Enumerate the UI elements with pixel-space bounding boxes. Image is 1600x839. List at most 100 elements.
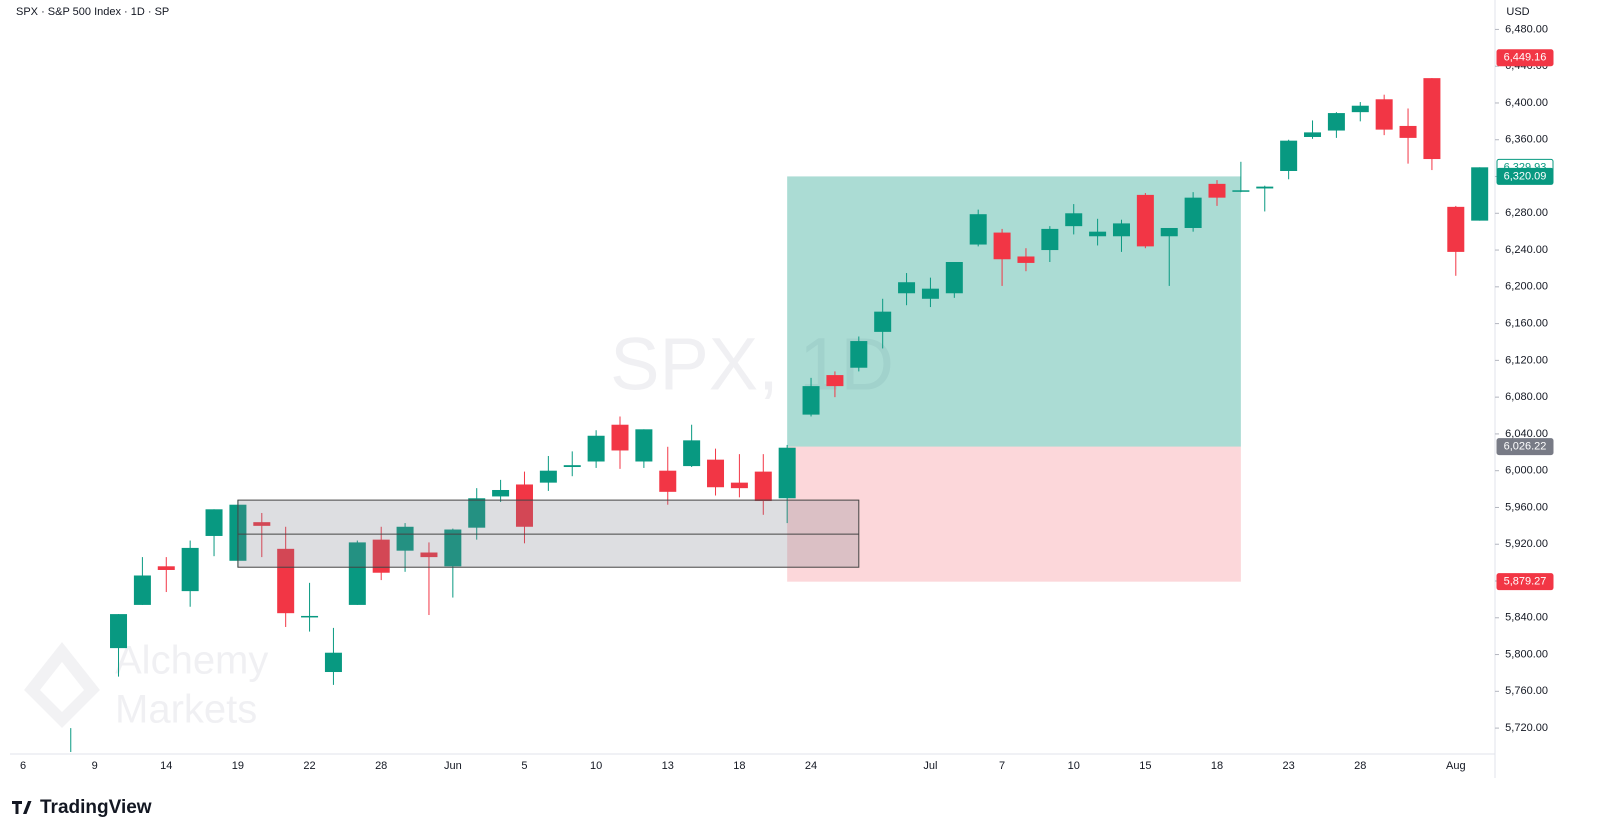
price-label-box xyxy=(1496,438,1554,456)
x-tick-label: 9 xyxy=(92,760,98,772)
candle-body xyxy=(898,282,916,294)
candle-body xyxy=(301,615,319,618)
candle-body xyxy=(1399,125,1417,138)
candle-body xyxy=(1232,190,1250,192)
y-tick-label: 5,960.00 xyxy=(1505,501,1548,513)
candle-body xyxy=(1471,167,1489,221)
candle-body xyxy=(348,542,366,605)
x-tick-label: 18 xyxy=(733,760,745,772)
target-zone xyxy=(787,176,1241,447)
candle-body xyxy=(253,522,271,526)
stop-zone xyxy=(787,446,1241,582)
y-tick-label: 5,800.00 xyxy=(1505,648,1548,660)
y-tick-label: 6,400.00 xyxy=(1505,97,1548,109)
platform-name: TradingView xyxy=(40,797,152,818)
candle-body xyxy=(754,471,772,502)
y-tick-label: 5,840.00 xyxy=(1505,612,1548,624)
candle-body xyxy=(1375,99,1393,130)
candle-body xyxy=(181,547,199,592)
candle-body xyxy=(707,459,725,488)
x-tick-label: 28 xyxy=(1354,760,1366,772)
x-tick-label: Aug xyxy=(1446,760,1466,772)
candle-body xyxy=(1184,197,1202,228)
y-tick-label: 6,240.00 xyxy=(1505,244,1548,256)
candle-body xyxy=(110,614,128,649)
x-tick-label: Jun xyxy=(444,760,462,772)
candle-body xyxy=(1136,194,1154,247)
x-tick-label: 19 xyxy=(232,760,244,772)
broker-name: Alchemy xyxy=(115,639,268,683)
candle-body xyxy=(587,435,605,462)
x-tick-label: Jul xyxy=(923,760,937,772)
x-tick-label: 23 xyxy=(1283,760,1295,772)
platform-logo: TradingView xyxy=(12,797,152,818)
y-tick-label: 5,760.00 xyxy=(1505,685,1548,697)
candle-body xyxy=(563,465,581,468)
candle-body xyxy=(1208,183,1226,198)
candle-body xyxy=(1089,231,1107,237)
y-tick-label: 5,720.00 xyxy=(1505,722,1548,734)
broker-name: Markets xyxy=(115,688,257,732)
candle-body xyxy=(1351,105,1369,113)
candle-body xyxy=(1065,213,1083,227)
candle-body xyxy=(324,652,342,673)
price-label: 6,026.22 xyxy=(1504,440,1547,452)
candle-body xyxy=(1280,140,1298,171)
y-tick-label: 6,280.00 xyxy=(1505,207,1548,219)
price-label-box xyxy=(1496,573,1554,591)
candle-body xyxy=(133,575,151,605)
candle-body xyxy=(205,509,223,536)
x-tick-label: 6 xyxy=(20,760,26,772)
candle-body xyxy=(611,424,629,451)
price-label: 5,879.27 xyxy=(1504,576,1547,588)
x-tick-label: 15 xyxy=(1139,760,1151,772)
y-tick-label: 6,000.00 xyxy=(1505,465,1548,477)
x-tick-label: 22 xyxy=(303,760,315,772)
candle-body xyxy=(1256,186,1274,189)
candle-body xyxy=(420,552,438,558)
chart-title: SPX · S&P 500 Index · 1D · SP xyxy=(16,6,169,18)
candle-body xyxy=(1423,78,1441,160)
candle-body xyxy=(1447,206,1465,252)
x-tick-label: 24 xyxy=(805,760,817,772)
x-tick-label: 10 xyxy=(590,760,602,772)
candle-body xyxy=(1304,132,1322,137)
platform-icon xyxy=(12,801,32,814)
candle-body xyxy=(1327,113,1345,131)
price-label-box xyxy=(1496,49,1554,67)
price-label-box xyxy=(1496,167,1554,185)
currency: USD xyxy=(1506,6,1529,18)
candle-body xyxy=(277,548,295,614)
candle-body xyxy=(539,470,557,483)
candle-body xyxy=(874,311,892,332)
candle-body xyxy=(802,386,820,415)
candle-body xyxy=(659,470,677,492)
x-tick-label: 13 xyxy=(662,760,674,772)
candle-body xyxy=(778,447,796,499)
candle-body xyxy=(372,539,390,573)
y-tick-label: 5,920.00 xyxy=(1505,538,1548,550)
x-tick-label: 14 xyxy=(160,760,172,772)
y-tick-label: 6,160.00 xyxy=(1505,318,1548,330)
candle-body xyxy=(492,489,510,497)
x-tick-label: 18 xyxy=(1211,760,1223,772)
candle-body xyxy=(468,498,486,528)
x-tick-label: 5 xyxy=(521,760,527,772)
price-label: 6,320.09 xyxy=(1504,170,1547,182)
y-tick-label: 6,360.00 xyxy=(1505,134,1548,146)
candle-body xyxy=(444,529,462,567)
x-tick-label: 28 xyxy=(375,760,387,772)
y-tick-label: 6,040.00 xyxy=(1505,428,1548,440)
y-tick-label: 6,120.00 xyxy=(1505,354,1548,366)
candle-body xyxy=(945,262,963,294)
watermark: SPX, 1D xyxy=(610,323,894,406)
plot-area xyxy=(70,78,1489,752)
x-tick-label: 10 xyxy=(1068,760,1080,772)
candle-body xyxy=(157,566,175,570)
candle-body xyxy=(969,214,987,245)
y-tick-label: 6,480.00 xyxy=(1505,23,1548,35)
candle-body xyxy=(1017,256,1035,263)
candle-body xyxy=(683,440,701,467)
